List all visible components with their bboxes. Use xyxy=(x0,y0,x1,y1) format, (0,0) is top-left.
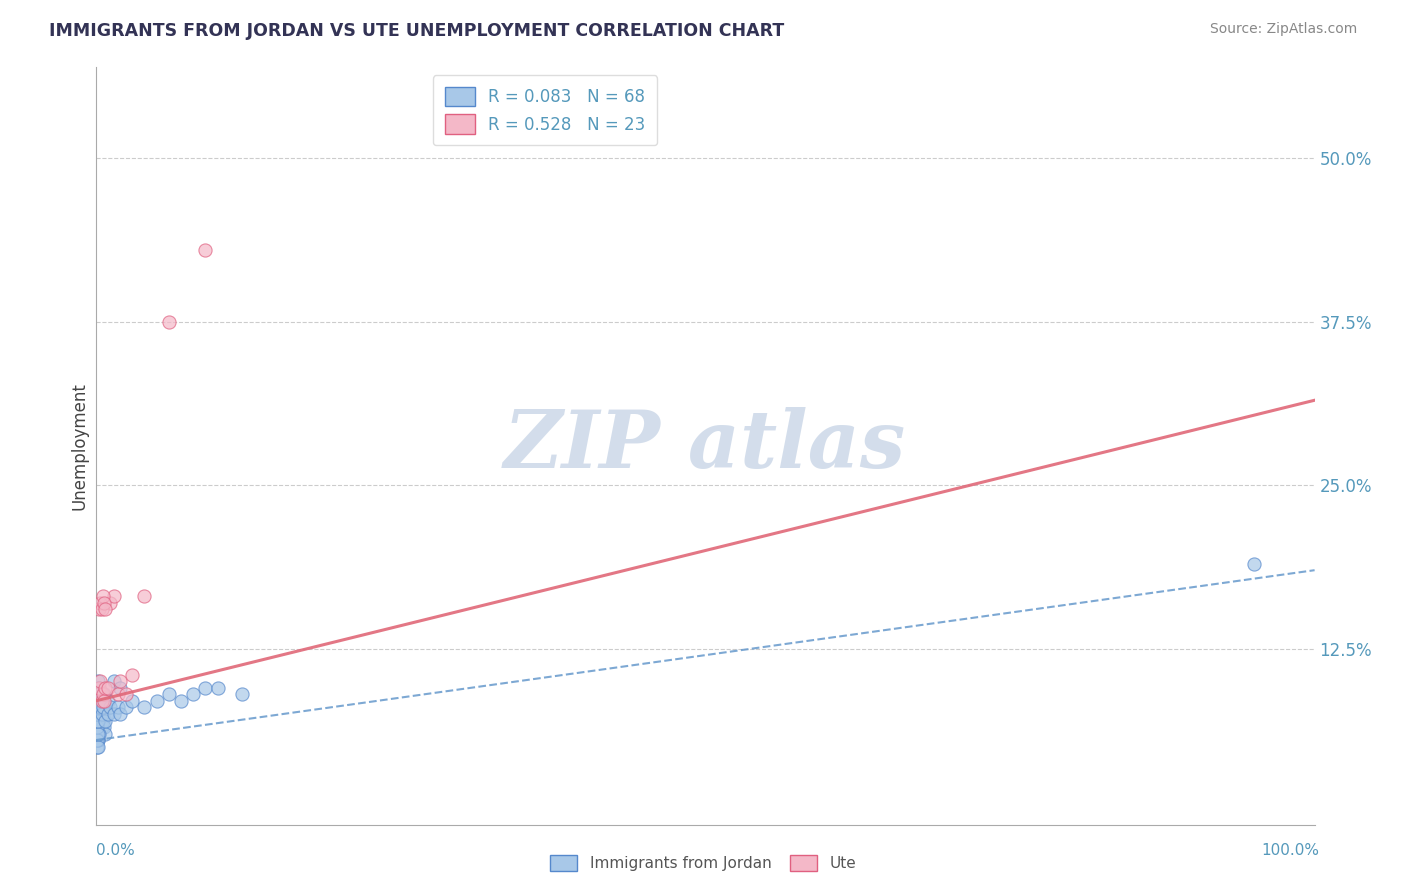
Point xyxy=(89,687,111,701)
Y-axis label: Unemployment: Unemployment xyxy=(70,382,89,510)
Point xyxy=(94,602,117,616)
Point xyxy=(94,726,117,740)
Point xyxy=(89,687,111,701)
Point xyxy=(89,681,111,695)
Point xyxy=(107,700,129,714)
Point xyxy=(86,726,108,740)
Point xyxy=(87,681,110,695)
Point xyxy=(89,700,111,714)
Point xyxy=(89,726,111,740)
Point xyxy=(90,706,112,721)
Point xyxy=(87,700,110,714)
Point xyxy=(107,687,129,701)
Point xyxy=(90,720,112,734)
Text: IMMIGRANTS FROM JORDAN VS UTE UNEMPLOYMENT CORRELATION CHART: IMMIGRANTS FROM JORDAN VS UTE UNEMPLOYME… xyxy=(49,22,785,40)
Point xyxy=(134,590,156,604)
Point xyxy=(91,590,114,604)
Point xyxy=(91,687,114,701)
Point xyxy=(89,674,111,689)
Point xyxy=(89,714,111,728)
Point xyxy=(103,706,125,721)
Point xyxy=(115,687,138,701)
Text: 100.0%: 100.0% xyxy=(1261,843,1319,857)
Point xyxy=(87,687,110,701)
Point xyxy=(97,681,120,695)
Point xyxy=(86,733,108,747)
Point xyxy=(89,714,111,728)
Point xyxy=(90,714,112,728)
Point xyxy=(157,687,180,701)
Point xyxy=(89,694,111,708)
Text: ZIP atlas: ZIP atlas xyxy=(503,408,907,484)
Point xyxy=(91,714,114,728)
Point xyxy=(96,706,118,721)
Point xyxy=(90,602,112,616)
Point xyxy=(231,687,253,701)
Point xyxy=(207,681,229,695)
Point xyxy=(87,733,110,747)
Point xyxy=(181,687,204,701)
Point xyxy=(89,596,111,610)
Point xyxy=(121,667,143,681)
Point xyxy=(87,694,110,708)
Point xyxy=(98,700,121,714)
Point xyxy=(87,674,110,689)
Point xyxy=(94,700,117,714)
Point xyxy=(108,681,131,695)
Point xyxy=(97,706,120,721)
Point xyxy=(194,681,217,695)
Text: Source: ZipAtlas.com: Source: ZipAtlas.com xyxy=(1209,22,1357,37)
Point xyxy=(87,726,110,740)
Point xyxy=(90,706,112,721)
Point xyxy=(89,706,111,721)
Legend: R = 0.083   N = 68, R = 0.528   N = 23: R = 0.083 N = 68, R = 0.528 N = 23 xyxy=(433,75,657,145)
Point xyxy=(103,590,125,604)
Point xyxy=(87,700,110,714)
Point xyxy=(87,733,110,747)
Point xyxy=(89,681,111,695)
Point xyxy=(86,694,108,708)
Point xyxy=(90,706,112,721)
Point xyxy=(89,700,111,714)
Point xyxy=(87,739,110,754)
Point xyxy=(93,720,115,734)
Point xyxy=(1243,557,1265,571)
Point xyxy=(194,243,217,257)
Point xyxy=(103,674,125,689)
Point xyxy=(93,687,115,701)
Point xyxy=(89,700,111,714)
Text: 0.0%: 0.0% xyxy=(96,843,135,857)
Point xyxy=(108,674,131,689)
Point xyxy=(98,596,121,610)
Point xyxy=(91,700,114,714)
Point xyxy=(94,681,117,695)
Point xyxy=(87,714,110,728)
Point xyxy=(145,694,167,708)
Point xyxy=(89,602,111,616)
Point xyxy=(93,694,115,708)
Point xyxy=(157,315,180,329)
Point xyxy=(93,596,115,610)
Point xyxy=(91,706,114,721)
Point xyxy=(134,700,156,714)
Point xyxy=(90,694,112,708)
Point xyxy=(97,694,120,708)
Point xyxy=(86,714,108,728)
Point xyxy=(94,714,117,728)
Point xyxy=(115,700,138,714)
Point xyxy=(170,694,193,708)
Point xyxy=(86,739,108,754)
Point xyxy=(89,687,111,701)
Legend: Immigrants from Jordan, Ute: Immigrants from Jordan, Ute xyxy=(544,848,862,878)
Point xyxy=(86,706,108,721)
Point xyxy=(89,706,111,721)
Point xyxy=(89,694,111,708)
Point xyxy=(91,694,114,708)
Point xyxy=(86,681,108,695)
Point xyxy=(89,700,111,714)
Point xyxy=(121,694,143,708)
Point xyxy=(90,687,112,701)
Point xyxy=(86,720,108,734)
Point xyxy=(108,706,131,721)
